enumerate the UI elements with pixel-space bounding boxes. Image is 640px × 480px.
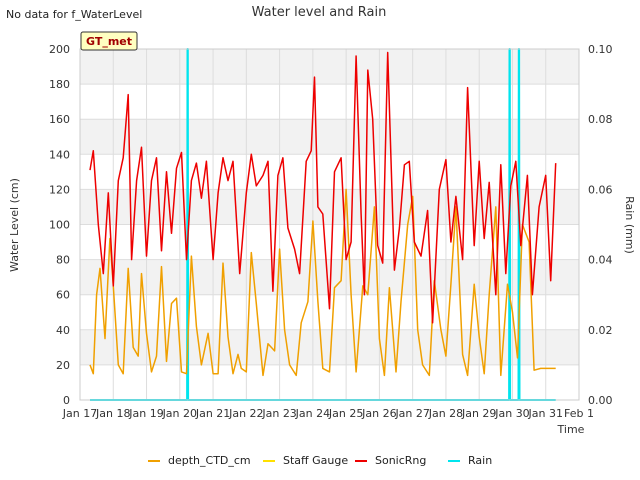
y2-tick-label: 0.04 bbox=[588, 254, 613, 267]
y2-tick-label: 0.00 bbox=[588, 394, 613, 407]
y-tick-label: 200 bbox=[49, 43, 70, 56]
x-tick-label: Jan 25 bbox=[328, 407, 363, 420]
x-tick-label: Feb 1 bbox=[564, 407, 594, 420]
x-tick-label: Jan 30 bbox=[494, 407, 529, 420]
background-band bbox=[80, 329, 579, 365]
x-tick-label: Jan 17 bbox=[62, 407, 97, 420]
x-axis-label: Time bbox=[557, 423, 585, 436]
x-tick-label: Jan 19 bbox=[128, 407, 163, 420]
y2-axis-ticks: 0.00 0.02 0.04 0.06 0.08 0.10 bbox=[588, 43, 613, 407]
y-tick-label: 40 bbox=[56, 324, 70, 337]
y-tick-label: 0 bbox=[63, 394, 70, 407]
series-line-depth-ctd-cm bbox=[89, 188, 556, 377]
x-tick-label: Jan 31 bbox=[528, 407, 563, 420]
background-band bbox=[80, 119, 579, 155]
y-tick-label: 180 bbox=[49, 78, 70, 91]
legend-label-sonicrng: SonicRng bbox=[375, 454, 426, 467]
x-tick-label: Jan 29 bbox=[461, 407, 496, 420]
x-tick-label: Jan 18 bbox=[95, 407, 130, 420]
y2-axis-label: Rain (mm) bbox=[623, 196, 636, 254]
y-tick-label: 160 bbox=[49, 113, 70, 126]
x-tick-label: Jan 22 bbox=[228, 407, 263, 420]
background-bands bbox=[80, 49, 579, 365]
y-axis-label: Water Level (cm) bbox=[8, 178, 21, 272]
legend: depth_CTD_cm Staff Gauge SonicRng Rain bbox=[148, 454, 492, 467]
legend-label-depth-ctd-cm: depth_CTD_cm bbox=[168, 454, 251, 467]
y-tick-label: 60 bbox=[56, 289, 70, 302]
y2-tick-label: 0.06 bbox=[588, 183, 613, 196]
background-band bbox=[80, 49, 579, 85]
background-band bbox=[80, 189, 579, 225]
x-tick-label: Jan 28 bbox=[428, 407, 463, 420]
y-axis-ticks: 0 20 40 60 80 100 120 140 160 180 200 bbox=[49, 43, 70, 407]
series-line-sonicrng bbox=[89, 51, 557, 324]
site-badge: GT_met bbox=[80, 31, 138, 51]
chart-title: Water level and Rain bbox=[252, 5, 387, 20]
y2-tick-label: 0.10 bbox=[588, 43, 613, 56]
x-tick-label: Jan 26 bbox=[361, 407, 396, 420]
y-tick-label: 100 bbox=[49, 219, 70, 232]
y-tick-label: 20 bbox=[56, 359, 70, 372]
x-tick-label: Jan 20 bbox=[162, 407, 197, 420]
x-tick-label: Jan 24 bbox=[295, 407, 330, 420]
no-data-note: No data for f_WaterLevel bbox=[6, 8, 142, 21]
y-tick-label: 140 bbox=[49, 148, 70, 161]
x-tick-label: Jan 27 bbox=[394, 407, 429, 420]
y-tick-label: 80 bbox=[56, 254, 70, 267]
x-tick-label: Jan 23 bbox=[261, 407, 296, 420]
y2-tick-label: 0.02 bbox=[588, 324, 613, 337]
legend-label-rain: Rain bbox=[468, 454, 492, 467]
legend-label-staff-gauge: Staff Gauge bbox=[283, 454, 348, 467]
y-tick-label: 120 bbox=[49, 183, 70, 196]
x-tick-label: Jan 21 bbox=[195, 407, 230, 420]
plot-frame bbox=[79, 48, 580, 401]
site-badge-label: GT_met bbox=[86, 35, 132, 48]
y2-tick-label: 0.08 bbox=[588, 113, 613, 126]
